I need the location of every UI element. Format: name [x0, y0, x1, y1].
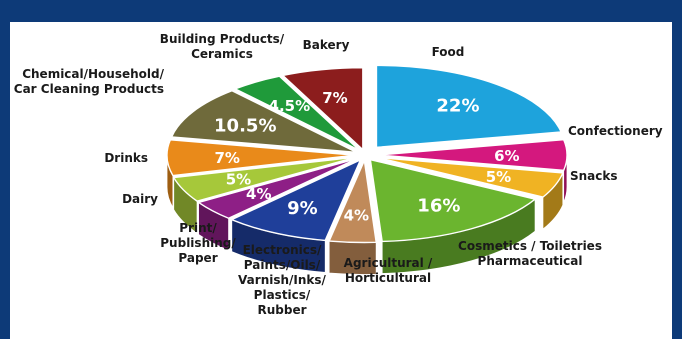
category-label-snacks: Snacks [570, 169, 618, 183]
category-label-drinks: Drinks [104, 151, 148, 165]
slice-value-label-10: 4.5% [269, 97, 311, 115]
pie-chart: 22%6%5%16%4%9%4%5%7%10.5%4.5% 7% FoodConf… [14, 32, 663, 317]
category-label-cosmetics-line-2: Pharmaceutical [478, 254, 583, 268]
slice-value-label-6: 4% [246, 185, 271, 203]
slice-value-label-8: 7% [214, 149, 239, 167]
category-label-chemical-line-2: Car Cleaning Products [14, 82, 164, 96]
category-label-food: Food [432, 45, 465, 59]
category-label-electronics-line-3: Varnish/Inks/ [238, 273, 327, 287]
category-label-electronics-line-1: Electronics/ [243, 243, 322, 257]
category-label-cosmetics-line-1: Cosmetics / Toiletries [458, 239, 602, 253]
category-label-agricultural-line-1: Agricultural / [344, 256, 433, 270]
pie-slice-9 [170, 90, 357, 153]
category-label-electronics-line-2: Paints/Oils/ [244, 258, 321, 272]
pie-slice-6 [196, 157, 358, 220]
category-label-building-line-1: Building Products/ [160, 32, 285, 46]
pie-slice-7 [172, 156, 357, 202]
chart-panel: 22% 6% 5% 16% 4% 9% 4% 5% 7% 10.5% 4.5% 7% Food Conf… [10, 22, 672, 339]
slice-value-label-5: 9% [287, 198, 318, 219]
category-label-electronics-line-5: Rubber [257, 303, 306, 317]
pie-slice-11 [281, 66, 364, 152]
category-label-print-line-2: Publishing/ [160, 236, 236, 250]
category-label-building-line-2: Ceramics [191, 47, 253, 61]
category-label-print-line-3: Paper [178, 251, 217, 265]
pie-slice-4 [328, 157, 377, 244]
pie-slice-8 [166, 139, 356, 177]
slice-value-label-2: 5% [486, 168, 511, 186]
slice-value-label-3: 16% [417, 195, 460, 216]
pie-slice-1 [378, 138, 568, 172]
category-label-chemical-line-1: Chemical/Household/ [22, 67, 164, 81]
pie-slice-10 [233, 75, 360, 152]
pie-slice-2 [378, 156, 564, 198]
category-label-agricultural-line-2: Horticultural [345, 271, 431, 285]
category-label-electronics-line-4: Plastics/ [254, 288, 311, 302]
pie-slice-5 [230, 158, 362, 242]
slice-value-label-11: 7% [322, 89, 347, 107]
slice-value-label-1: 6% [494, 147, 519, 165]
category-label-print-line-1: Print/ [179, 221, 217, 235]
pie-slice-0 [375, 64, 563, 149]
pie-slice-3 [369, 158, 537, 243]
category-label-bakery: Bakery [303, 38, 350, 52]
category-label-dairy: Dairy [122, 192, 158, 206]
slice-value-label-9: 10.5% [214, 115, 276, 136]
category-label-confectionery: Confectionery [568, 124, 663, 138]
slice-value-label-7: 5% [226, 171, 251, 189]
slice-value-label-0: 22% [436, 96, 479, 117]
slice-value-label-4: 4% [344, 207, 369, 225]
